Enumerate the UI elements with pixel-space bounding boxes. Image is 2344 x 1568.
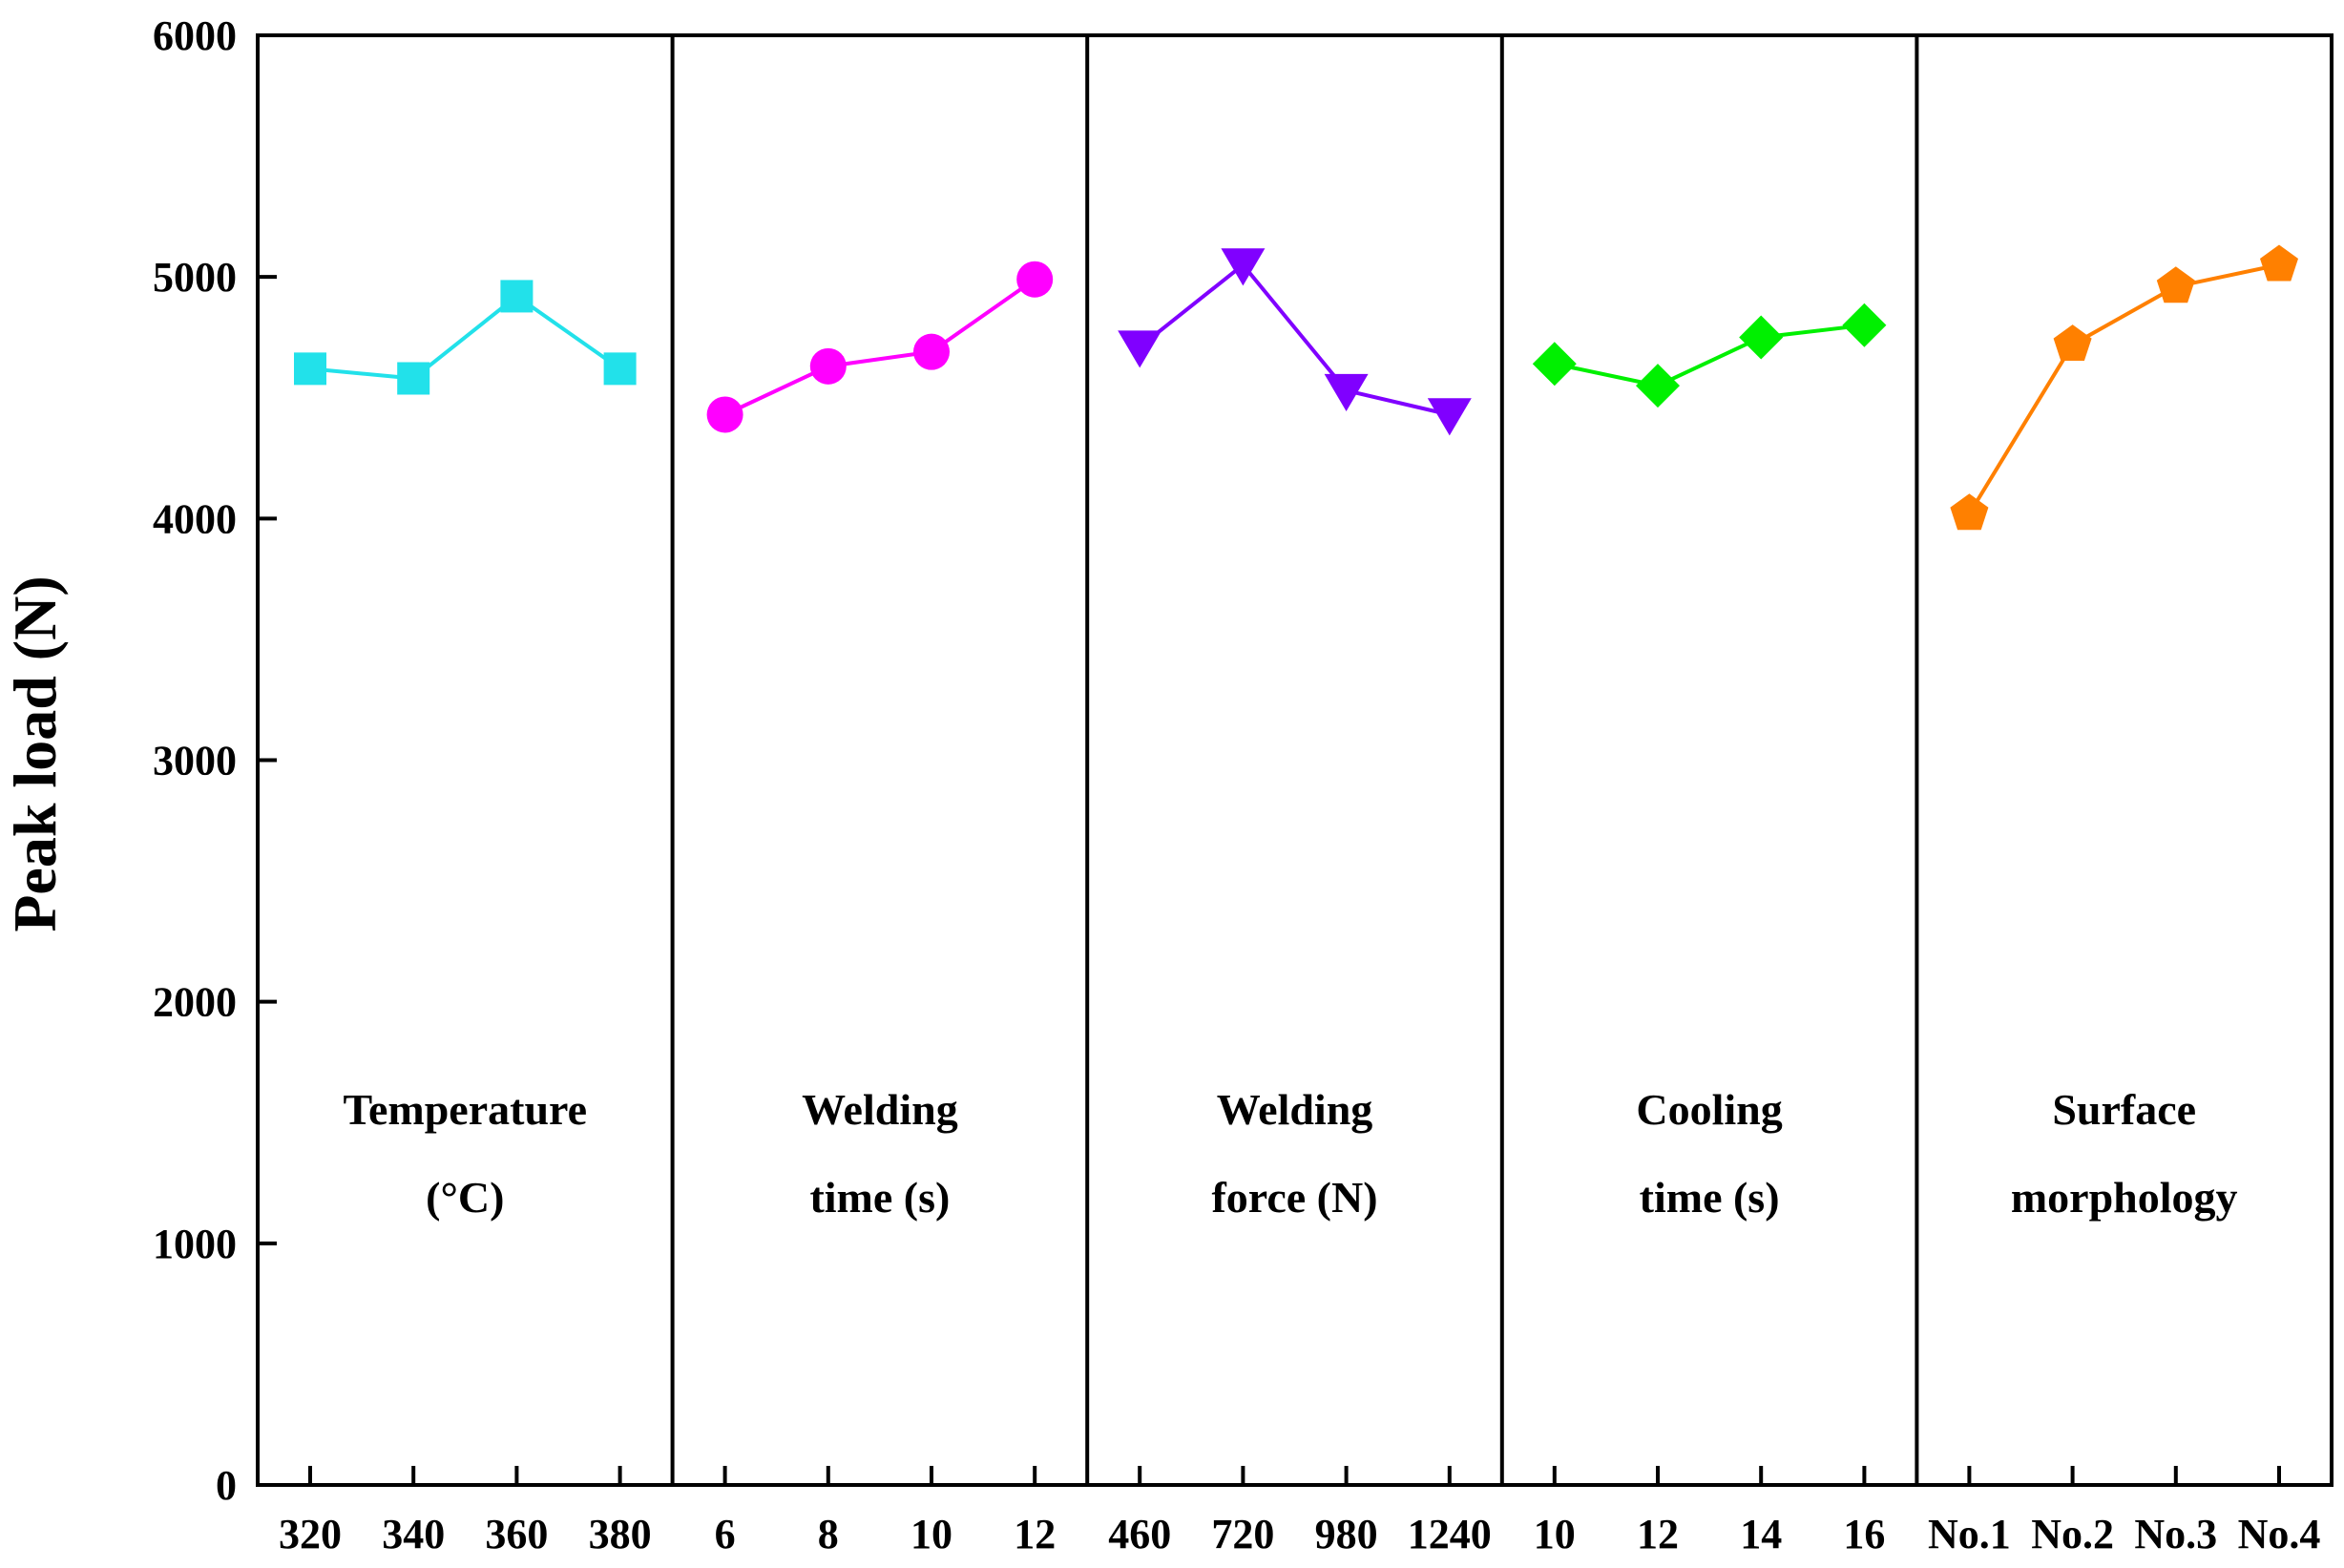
y-tick-label: 2000 (153, 979, 237, 1026)
panel-label: Welding (1217, 1085, 1373, 1134)
x-tick-label: 720 (1211, 1511, 1274, 1558)
data-point (1739, 315, 1784, 360)
panel-1: Temperature (°C) (294, 280, 637, 1222)
data-point (1016, 261, 1054, 298)
panel-label: Welding (802, 1085, 958, 1134)
panel-label: Cooling (1636, 1085, 1782, 1134)
y-tick-label: 5000 (153, 254, 237, 301)
x-tick-label: 10 (1534, 1511, 1576, 1558)
x-axis: 320 340 360 380 6 8 10 12 460 720 980 1240 10 12 14 16 N… (279, 1466, 2320, 1558)
data-point (1636, 364, 1680, 408)
x-tick-label: 12 (1637, 1511, 1679, 1558)
data-point (809, 347, 847, 385)
x-tick-label: No.4 (2238, 1511, 2321, 1558)
series-line (309, 293, 621, 381)
data-point (2053, 324, 2092, 361)
data-point (397, 362, 430, 395)
panel-label: time (s) (809, 1173, 950, 1222)
data-point (1324, 373, 1369, 412)
panel-4: Cooling time (s) (1532, 303, 1887, 1222)
x-tick-label: 380 (589, 1511, 652, 1558)
data-point (1950, 493, 1989, 531)
data-point (1842, 303, 1887, 347)
x-tick-label: 8 (818, 1511, 839, 1558)
data-point (1532, 342, 1577, 387)
y-axis: 0 1000 2000 3000 4000 5000 6000 (153, 12, 277, 1509)
series-line (723, 278, 1036, 417)
data-point (913, 333, 950, 370)
x-tick-label: 10 (910, 1511, 952, 1558)
data-point (294, 352, 326, 386)
x-tick-label: 320 (279, 1511, 342, 1558)
y-tick-label: 4000 (153, 495, 237, 542)
data-point (1118, 330, 1162, 368)
x-tick-label: 360 (485, 1511, 548, 1558)
data-point (500, 280, 534, 313)
panel-label: morphology (2011, 1173, 2238, 1222)
panel-2: Welding time (s) (706, 261, 1054, 1222)
data-point (2156, 266, 2195, 303)
data-point (706, 396, 743, 433)
data-point (1221, 248, 1266, 286)
y-tick-label: 3000 (153, 738, 237, 784)
y-tick-label: 0 (216, 1462, 237, 1509)
panel-label: time (s) (1640, 1173, 1780, 1222)
x-tick-label: 980 (1315, 1511, 1378, 1558)
plot-frame (256, 33, 2334, 1487)
y-axis-title: Peak load (N) (1, 575, 69, 931)
x-tick-label: No.2 (2031, 1511, 2114, 1558)
x-tick-label: 340 (382, 1511, 445, 1558)
x-tick-label: 6 (715, 1511, 736, 1558)
y-tick-label: 1000 (153, 1221, 237, 1267)
x-tick-label: No.3 (2134, 1511, 2217, 1558)
series-line (1138, 261, 1451, 417)
panel-label: Temperature (344, 1085, 588, 1134)
series-line (1967, 262, 2280, 515)
x-tick-label: 1240 (1408, 1511, 1492, 1558)
data-point (1427, 398, 1472, 436)
x-tick-label: 16 (1843, 1511, 1885, 1558)
y-tick-label: 6000 (153, 12, 237, 59)
data-point (603, 352, 637, 386)
panel-label: Surface (2052, 1085, 2196, 1134)
series-line (1554, 323, 1865, 388)
x-tick-label: 14 (1740, 1511, 1782, 1558)
x-tick-label: 12 (1014, 1511, 1056, 1558)
panel-label: force (N) (1211, 1173, 1377, 1222)
x-tick-label: 460 (1108, 1511, 1171, 1558)
x-tick-label: No.1 (1928, 1511, 2011, 1558)
panel-5: Surface morphology (1950, 244, 2298, 1222)
plot-border (256, 33, 2334, 1487)
panel-label: (°C) (426, 1173, 504, 1222)
panels: Temperature (°C) Welding time (s) Welding for… (294, 244, 2298, 1222)
data-point (2260, 244, 2298, 282)
panel-3: Welding force (N) (1118, 248, 1472, 1222)
